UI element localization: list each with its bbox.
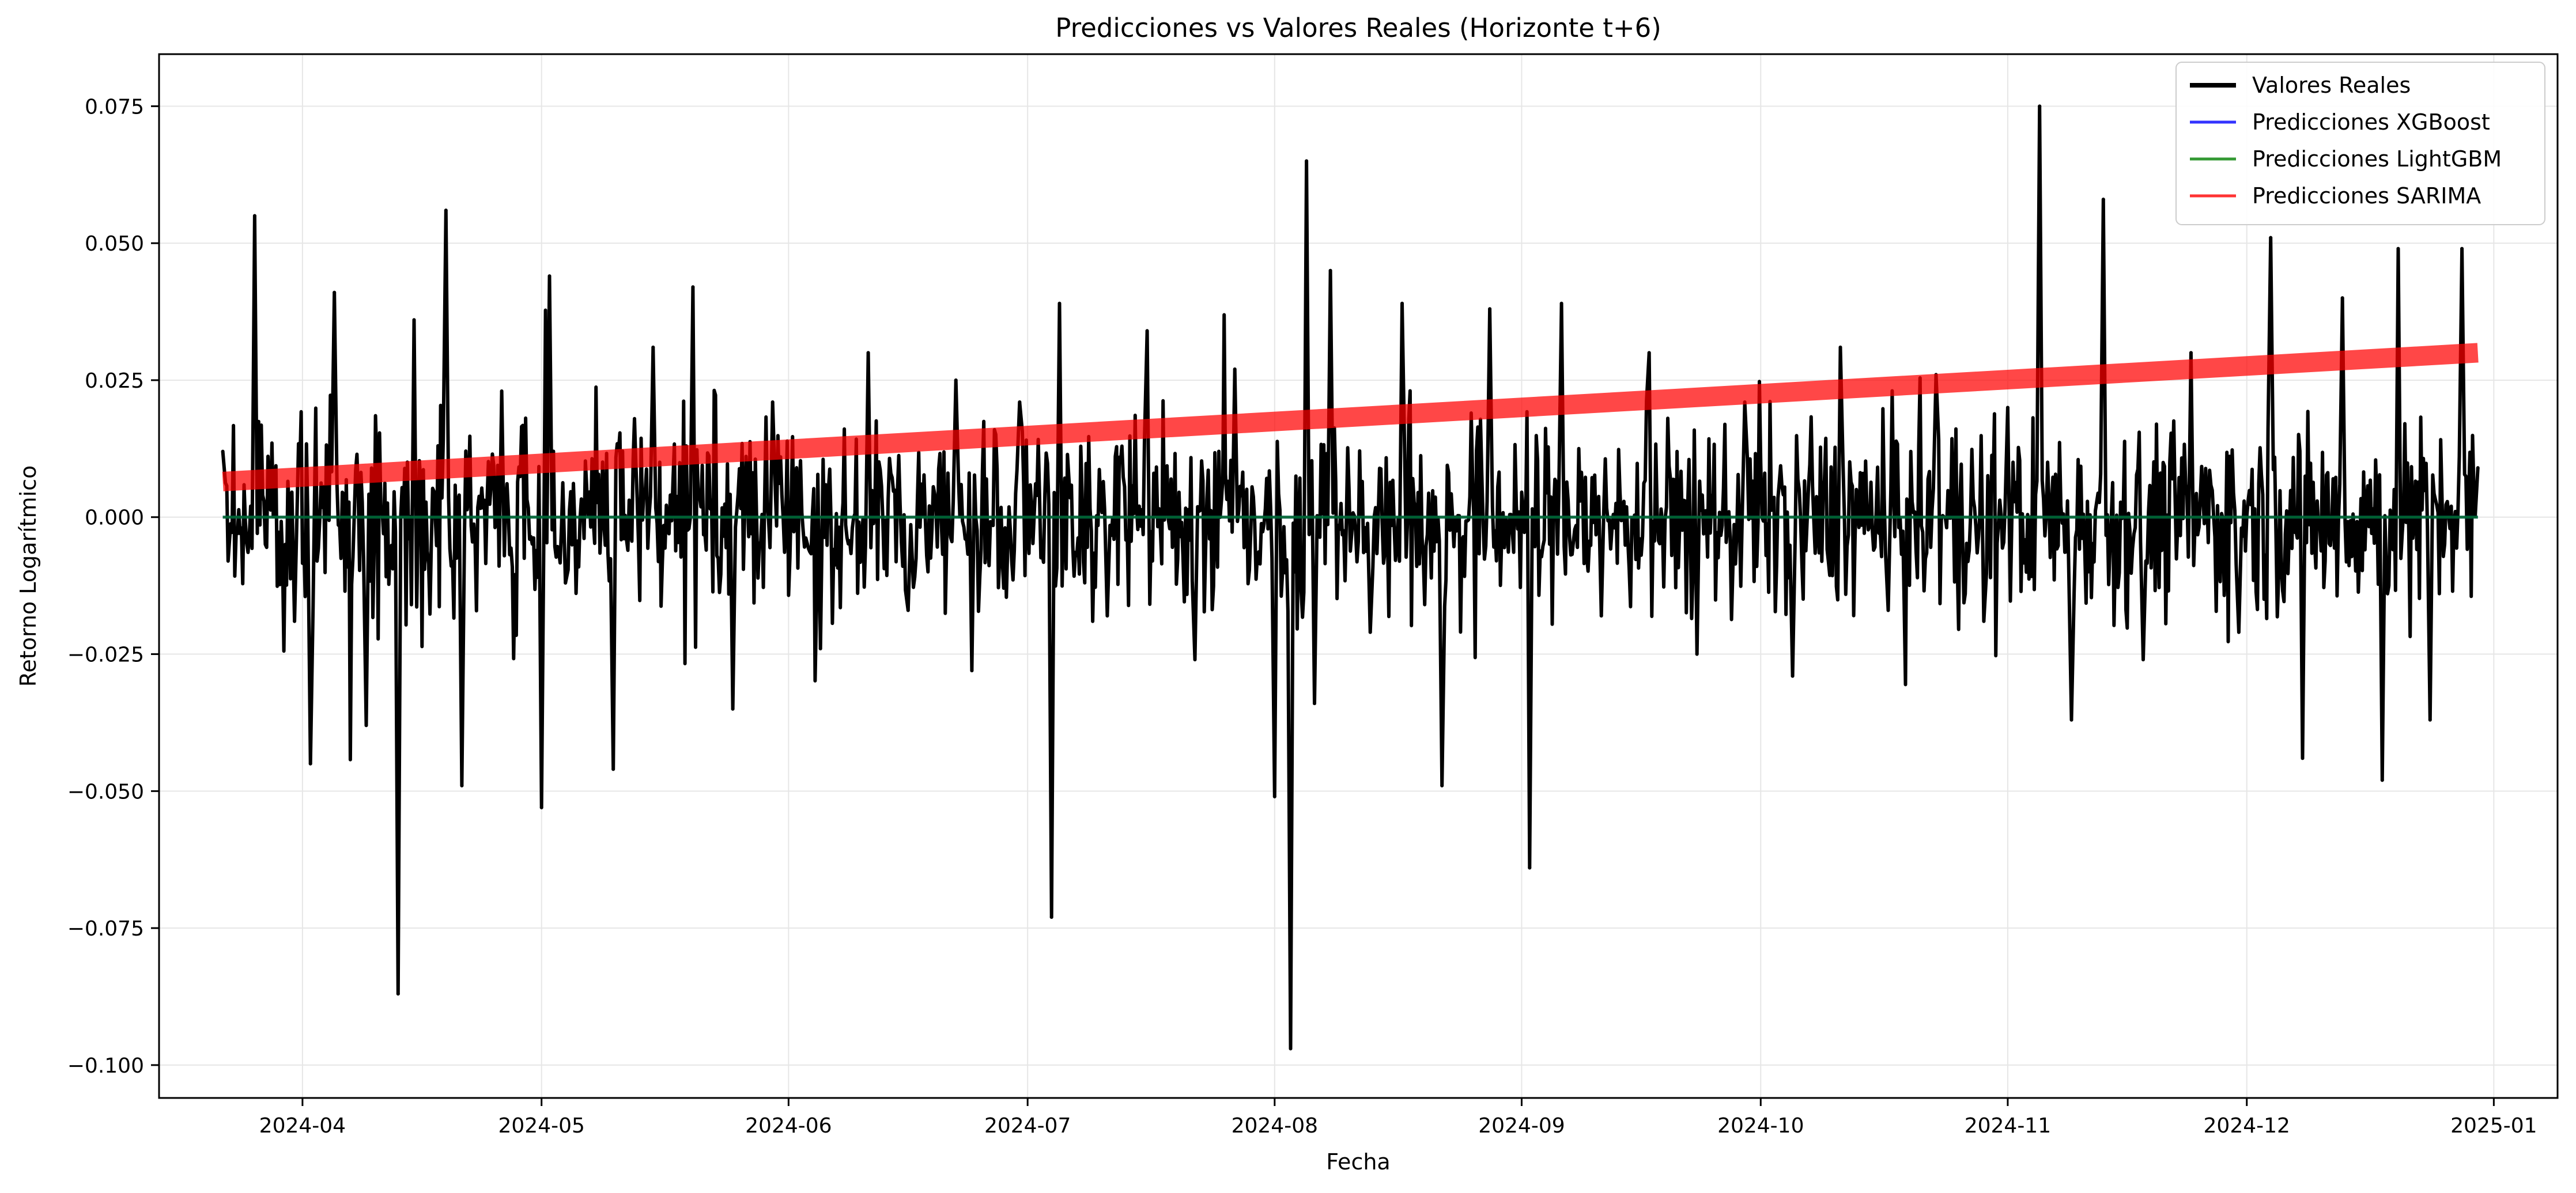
point-valores-reales <box>2396 247 2400 251</box>
x-tick-label: 2024-09 <box>1478 1114 1565 1138</box>
x-tick-label: 2024-06 <box>745 1114 832 1138</box>
y-tick-label: 0.075 <box>85 95 144 119</box>
point-valores-reales <box>1647 351 1651 355</box>
y-tick-label: −0.050 <box>67 780 144 804</box>
point-valores-reales <box>1312 702 1316 706</box>
point-valores-reales <box>1886 608 1890 612</box>
y-tick-label: −0.025 <box>67 643 144 667</box>
point-valores-reales <box>2237 630 2241 634</box>
x-tick-label: 2024-08 <box>1232 1114 1318 1138</box>
x-axis-title: Fecha <box>1326 1149 1390 1175</box>
point-valores-reales <box>1695 652 1699 656</box>
point-valores-reales <box>1233 367 1237 371</box>
point-valores-reales <box>611 767 615 771</box>
point-valores-reales <box>564 581 568 585</box>
legend: Valores Reales Predicciones XGBoost Predic… <box>2175 62 2545 225</box>
point-valores-reales <box>2428 718 2432 722</box>
point-valores-reales <box>954 378 958 382</box>
legend-label-predicciones-lightgbm: Predicciones LightGBM <box>2252 146 2502 172</box>
series-predicciones-sarima <box>222 343 2479 491</box>
point-valores-reales <box>221 449 225 453</box>
y-tick-label: 0.025 <box>85 369 144 393</box>
point-valores-reales <box>2141 658 2145 662</box>
series-valores-reales <box>221 104 2480 1051</box>
point-valores-reales <box>444 209 448 213</box>
point-valores-reales <box>731 707 735 711</box>
point-valores-reales <box>308 762 312 766</box>
chart-title: Predicciones vs Valores Reales (Horizont… <box>1055 13 1661 43</box>
point-valores-reales <box>1599 613 1603 618</box>
point-valores-reales <box>770 400 775 404</box>
point-valores-reales <box>906 608 910 612</box>
point-valores-reales <box>252 214 256 218</box>
point-valores-reales <box>1400 301 1404 305</box>
legend-box <box>2175 62 2545 225</box>
point-valores-reales <box>1272 794 1276 798</box>
point-valores-reales <box>539 805 543 809</box>
point-valores-reales <box>1305 159 1309 163</box>
point-valores-reales <box>2301 756 2305 760</box>
point-valores-reales <box>2460 247 2464 251</box>
y-axis-title: Retorno Logarítmico <box>16 465 41 687</box>
point-valores-reales <box>1982 619 1986 623</box>
point-valores-reales <box>1057 301 1062 305</box>
point-valores-reales <box>2005 406 2010 410</box>
point-valores-reales <box>293 619 297 623</box>
y-tick-label: −0.075 <box>67 917 144 941</box>
point-valores-reales <box>396 992 400 996</box>
point-valores-reales <box>691 285 695 289</box>
point-valores-reales <box>866 351 870 355</box>
point-valores-reales <box>1440 783 1444 787</box>
x-tick-label: 2024-05 <box>498 1114 584 1138</box>
legend-label-predicciones-sarima: Predicciones SARIMA <box>2252 183 2481 209</box>
point-valores-reales <box>2340 296 2344 300</box>
point-valores-reales <box>970 669 974 673</box>
point-valores-reales <box>2269 236 2273 240</box>
point-valores-reales <box>2038 104 2042 108</box>
point-valores-reales <box>364 724 368 728</box>
point-valores-reales <box>1105 613 1109 618</box>
point-valores-reales <box>1193 658 1197 662</box>
point-valores-reales <box>412 318 416 322</box>
point-valores-reales <box>2069 718 2073 722</box>
x-tick-label: 2024-10 <box>1717 1114 1804 1138</box>
legend-label-predicciones-xgboost: Predicciones XGBoost <box>2252 109 2490 135</box>
point-valores-reales <box>1559 301 1563 305</box>
point-valores-reales <box>1145 329 1149 333</box>
point-valores-reales <box>2380 778 2384 782</box>
point-valores-reales <box>818 647 822 651</box>
point-valores-reales <box>2189 351 2193 355</box>
point-valores-reales <box>1838 345 1842 349</box>
x-tick-label: 2024-07 <box>984 1114 1071 1138</box>
plot-frame <box>158 53 2559 1099</box>
y-tick-label: 0.000 <box>85 506 144 530</box>
point-valores-reales <box>1528 866 1532 870</box>
ticks-layer: 2024-04 2024-05 2024-06 2024-07 2024-08 2024-… <box>67 95 2537 1138</box>
y-tick-label: −0.100 <box>67 1054 144 1078</box>
legend-label-valores-reales: Valores Reales <box>2252 73 2411 98</box>
point-valores-reales <box>460 783 464 787</box>
y-tick-label: 0.050 <box>85 232 144 256</box>
point-valores-reales <box>1488 307 1492 311</box>
point-valores-reales <box>500 389 504 393</box>
point-valores-reales <box>2101 198 2105 202</box>
point-valores-reales <box>1289 1047 1293 1051</box>
point-valores-reales <box>651 345 655 349</box>
point-valores-reales <box>1368 630 1372 634</box>
series-layer <box>221 104 2480 1051</box>
point-valores-reales <box>1328 268 1332 272</box>
point-valores-reales <box>1791 674 1795 678</box>
point-valores-reales <box>1018 400 1022 404</box>
x-tick-label: 2024-12 <box>2204 1114 2290 1138</box>
point-valores-reales <box>547 274 552 278</box>
point-valores-reales <box>333 290 337 294</box>
point-valores-reales <box>1049 915 1053 919</box>
point-valores-reales <box>2476 466 2480 470</box>
x-tick-label: 2024-11 <box>1965 1114 2051 1138</box>
x-tick-label: 2025-01 <box>2450 1114 2537 1138</box>
x-tick-label: 2024-04 <box>259 1114 346 1138</box>
